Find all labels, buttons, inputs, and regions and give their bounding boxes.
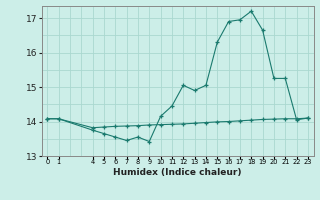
X-axis label: Humidex (Indice chaleur): Humidex (Indice chaleur): [113, 168, 242, 177]
